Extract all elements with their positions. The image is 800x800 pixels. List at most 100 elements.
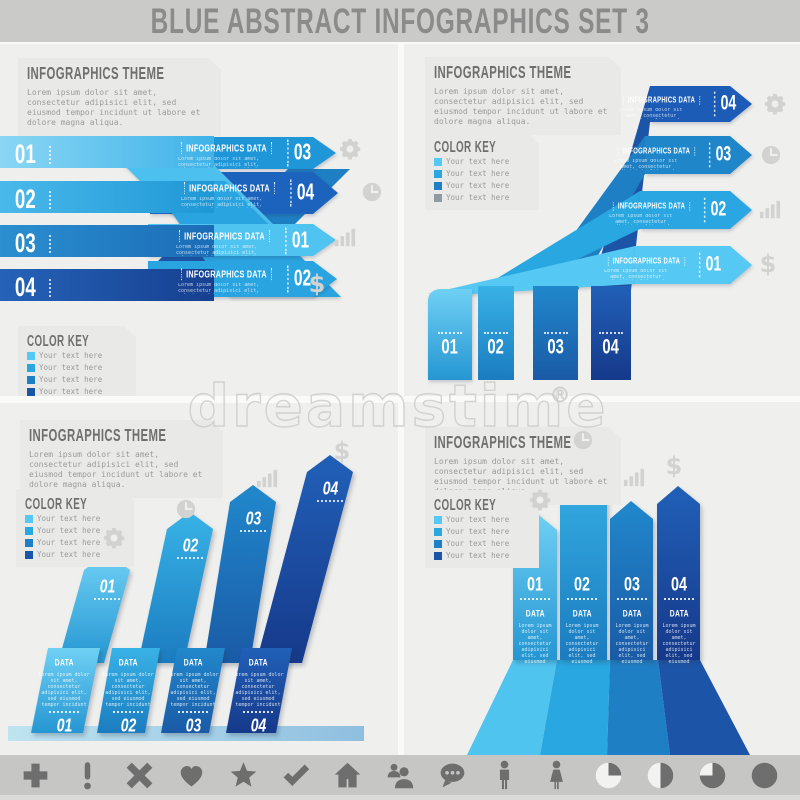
ribbon-label-02: INFOGRAPHICS DATA Lorem ipsum dolor sit … (177, 265, 311, 294)
theme-note-box: INFOGRAPHICS THEME Lorem ipsum dolor sit… (20, 420, 223, 498)
chat-icon (440, 763, 464, 787)
swatch (25, 539, 33, 547)
column-04: 04 (591, 332, 631, 359)
swatch (434, 182, 442, 190)
clock-icon (175, 498, 197, 520)
arrow-label-03: INFOGRAPHICS DATA Lorem ipsum dolor sit … (614, 142, 732, 170)
color-key-item: Your text here (25, 514, 125, 523)
q3-arrow-chart-graphic (8, 455, 364, 741)
theme-body: Lorem ipsum dolor sit amet, consectetur … (27, 88, 201, 127)
gear-icon (764, 93, 786, 115)
swatch (27, 352, 35, 360)
swatch (434, 540, 442, 548)
data-card-04: DATA Lorem ipsum dolor sit amet, consect… (232, 657, 284, 736)
arrow-label-01: INFOGRAPHICS DATA Lorem ipsum dolor sit … (604, 252, 722, 280)
swatch (25, 515, 33, 523)
color-key-item: Your text here (434, 515, 530, 524)
clock-icon (760, 144, 782, 166)
column-text-01: 01 DATA Lorem ipsum dolor sit amet, cons… (518, 572, 552, 665)
dollar-icon (330, 439, 354, 463)
color-key-item: Your text here (434, 551, 530, 560)
clock-icon (361, 181, 383, 203)
bar-chart-icon (759, 199, 781, 221)
column-text-02: 02 DATA Lorem ipsum dolor sit amet, cons… (565, 572, 599, 665)
color-key-box: COLOR KEY Your text here Your text here … (18, 326, 136, 396)
theme-title: INFOGRAPHICS THEME (27, 63, 165, 84)
data-card-01: DATA Lorem ipsum dolor sit amet, consect… (38, 657, 90, 736)
column-text-03: 03 DATA Lorem ipsum dolor sit amet, cons… (615, 572, 649, 665)
step-02: 02 (12, 184, 51, 215)
panel-top-right: INFOGRAPHICS THEME Lorem ipsum dolor sit… (404, 44, 800, 396)
column-02: 02 (478, 332, 514, 359)
color-key-item: Your text here (434, 157, 530, 166)
color-key-item: Your text here (434, 169, 530, 178)
color-key-item: Your text here (27, 375, 127, 384)
column-01: 01 (428, 332, 472, 359)
man-icon (499, 760, 509, 789)
circle-icon (751, 762, 778, 788)
close-icon (126, 762, 153, 788)
gear-icon (339, 138, 361, 160)
arrow-number-04: 04 (307, 478, 353, 502)
swatch (434, 170, 442, 178)
pie-half-icon (647, 762, 674, 788)
swatch (434, 516, 442, 524)
step-01: 01 (12, 139, 51, 170)
footer-base-strip (0, 795, 800, 800)
color-key-item: Your text here (434, 527, 530, 536)
ribbon-label-03: INFOGRAPHICS DATA Lorem ipsum dolor sit … (177, 138, 315, 168)
color-key-item: Your text here (27, 363, 127, 372)
swatch (25, 551, 33, 559)
color-key-item: Your text here (25, 538, 125, 547)
swatch (434, 528, 442, 536)
bar-chart-icon (256, 468, 278, 490)
q4-column-chart-graphic (467, 458, 750, 755)
footer-icon-strip (0, 755, 800, 795)
gear-icon (103, 527, 125, 549)
clock-icon (572, 429, 594, 451)
bar-chart-icon (334, 227, 356, 249)
swatch (434, 194, 442, 202)
color-key-item: Your text here (434, 539, 530, 548)
dollar-icon (756, 252, 780, 276)
bar-chart-icon (623, 467, 645, 489)
swatch (434, 158, 442, 166)
swatch (27, 364, 35, 372)
check-icon (283, 764, 310, 786)
star-icon (230, 761, 257, 787)
arrow-label-02: INFOGRAPHICS DATA Lorem ipsum dolor sit … (609, 197, 727, 225)
arrow-number-02: 02 (167, 535, 213, 559)
exclamation-icon (84, 761, 91, 789)
arrow-number-03: 03 (230, 508, 276, 532)
title-band: BLUE ABSTRACT INFOGRAPHICS SET 3 (0, 0, 800, 42)
panel-bottom-left: INFOGRAPHICS THEME Lorem ipsum dolor sit… (0, 403, 398, 755)
dollar-icon (305, 272, 329, 296)
swatch (434, 552, 442, 560)
plus-icon (23, 763, 48, 787)
data-card-02: DATA Lorem ipsum dolor sit amet, consect… (102, 657, 154, 736)
ribbon-label-04: INFOGRAPHICS DATA Lorem ipsum dolor sit … (180, 179, 314, 208)
color-key-item: Your text here (27, 351, 127, 360)
dollar-icon (662, 454, 686, 478)
ribbon-number: 03 (286, 139, 311, 167)
home-icon (335, 762, 361, 787)
pie-three-quarters-icon (699, 762, 726, 788)
step-03: 03 (12, 228, 51, 259)
heart-icon (180, 765, 203, 786)
woman-icon (549, 760, 563, 789)
theme-note-box: INFOGRAPHICS THEME Lorem ipsum dolor sit… (425, 57, 621, 135)
arrow-label-04: INFOGRAPHICS DATA Lorem ipsum dolor sit … (619, 91, 737, 119)
users-icon (388, 763, 414, 788)
color-key-item: Your text here (434, 181, 530, 190)
panel-bottom-right: INFOGRAPHICS THEME Lorem ipsum dolor sit… (404, 402, 800, 755)
swatch (25, 527, 33, 535)
ribbon-label-01: INFOGRAPHICS DATA Lorem ipsum dolor sit … (175, 227, 309, 256)
gear-icon (529, 489, 551, 511)
ribbon-sub: Lorem ipsum dolor sit amet, consectetur … (177, 157, 261, 168)
color-key-title: COLOR KEY (27, 331, 90, 350)
column-text-04: 04 DATA Lorem ipsum dolor sit amet, cons… (662, 572, 696, 665)
swatch (27, 388, 35, 396)
q2-arrow-graphic (428, 86, 752, 380)
color-key-box: COLOR KEY Your text here Your text here … (425, 132, 539, 210)
step-04: 04 (12, 272, 51, 303)
